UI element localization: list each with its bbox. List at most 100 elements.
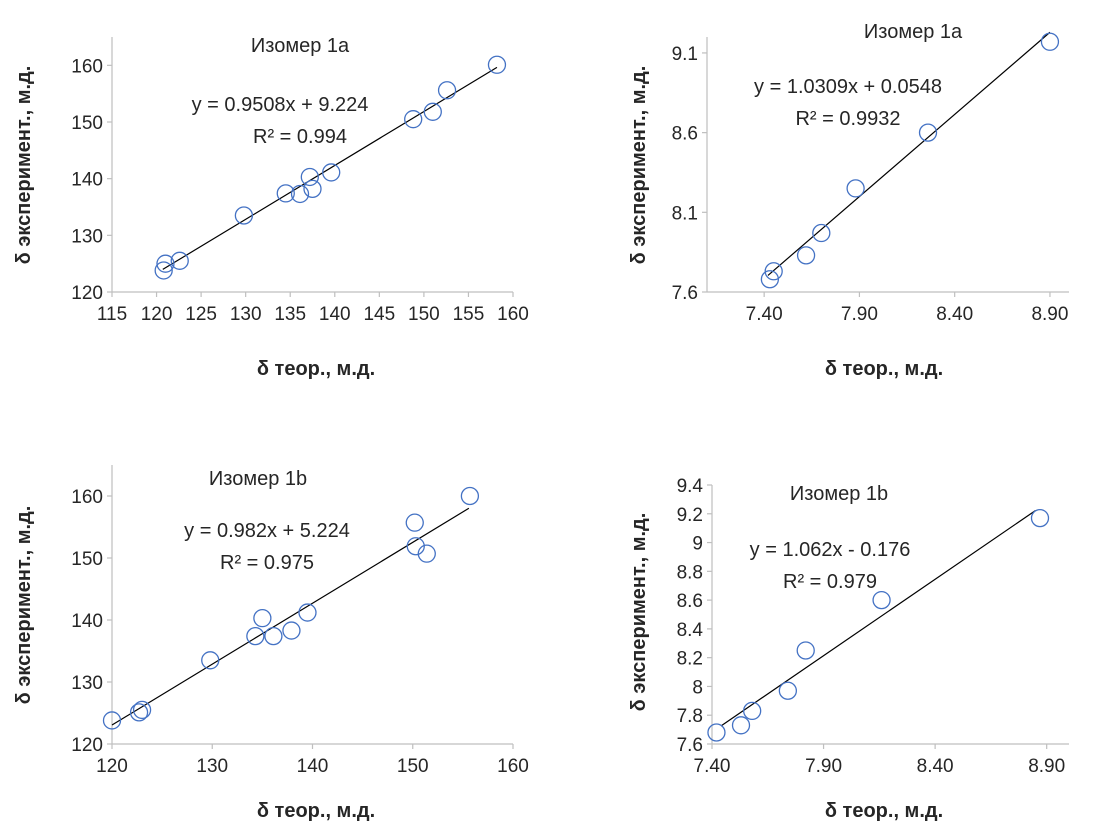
- chart-2-data-point: [760, 270, 780, 289]
- chart-4-r-squared: R² = 0.979: [783, 571, 877, 593]
- chart-2-y-tick-label: 9.1: [672, 44, 698, 65]
- chart-4-y-tick-label: 9: [692, 534, 703, 555]
- chart-4-y-tick-label: 9.4: [677, 476, 704, 497]
- chart-4-x-axis-title: δ теор., м.д.: [825, 800, 943, 822]
- chart-1-y-axis-title: δ эксперимент., м.д.: [13, 66, 35, 265]
- chart-1-y-tick-label: 130: [71, 226, 103, 247]
- chart-1-x-tick-label: 155: [453, 304, 485, 325]
- chart-2-data-point: [796, 246, 816, 265]
- chart-1-data-point: [487, 55, 507, 74]
- chart-3-y-tick-label: 160: [71, 487, 103, 508]
- chart-4-y-tick-label: 7.8: [677, 706, 703, 727]
- chart-2-title: Изомер 1a: [864, 21, 963, 43]
- chart-4-data-point: [1030, 508, 1050, 528]
- chart-3-data-point: [201, 651, 220, 670]
- chart-1-equation: y = 0.9508x + 9.224: [192, 94, 369, 116]
- chart-1-trendline: [162, 66, 498, 270]
- chart-1-x-tick-label: 130: [230, 304, 262, 325]
- chart-3-data-point: [298, 603, 317, 622]
- chart-4-x-tick-label: 7.90: [805, 756, 842, 777]
- chart-1-x-tick-label: 135: [274, 304, 306, 325]
- chart-4-y-tick-label: 9.2: [677, 505, 703, 526]
- chart-3-x-axis-title: δ теор., м.д.: [257, 800, 375, 822]
- chart-2-data-point: [812, 223, 831, 243]
- chart-3-data-point: [460, 486, 480, 506]
- chart-3-data-point: [282, 621, 301, 640]
- chart-4-y-axis-title: δ эксперимент., м.д.: [628, 513, 650, 712]
- chart-3-x-tick-label: 140: [297, 756, 329, 777]
- chart-2-x-tick-label: 8.90: [1031, 304, 1068, 325]
- chart-1-x-tick-label: 145: [363, 304, 395, 325]
- chart-4-y-tick-label: 8: [692, 677, 703, 698]
- chart-2-data-point: [846, 179, 865, 198]
- chart-3-y-tick-label: 120: [71, 735, 103, 756]
- chart-1-data-point: [437, 81, 457, 100]
- chart-4-data-point: [778, 681, 798, 700]
- chart-2-x-axis-title: δ теор., м.д.: [825, 358, 943, 380]
- chart-1-data-point: [154, 261, 173, 280]
- chart-3-data-point: [253, 608, 272, 628]
- chart-2-x-tick-label: 8.40: [936, 304, 973, 325]
- chart-1-x-tick-label: 125: [185, 304, 217, 325]
- chart-2-data-point: [1040, 32, 1060, 51]
- chart-3-y-tick-label: 150: [71, 549, 103, 570]
- chart-4-y-tick-label: 7.6: [677, 735, 703, 756]
- chart-3-y-tick-label: 130: [71, 673, 103, 694]
- chart-3-x-tick-label: 130: [196, 756, 228, 777]
- chart-1-data-point: [290, 184, 310, 204]
- chart-4-x-tick-label: 8.40: [917, 756, 954, 777]
- chart-4-y-tick-label: 8.4: [677, 620, 704, 641]
- chart-2-data-point: [764, 262, 783, 281]
- chart-1-data-point: [276, 184, 295, 203]
- chart-3-trendline: [111, 507, 470, 726]
- chart-1-x-tick-label: 140: [319, 304, 351, 325]
- chart-1-x-axis-title: δ теор., м.д.: [257, 358, 375, 380]
- chart-1-data-point: [303, 179, 322, 199]
- chart-2-y-tick-label: 8.1: [672, 203, 698, 224]
- chart-4-x-tick-label: 7.40: [694, 756, 731, 777]
- chart-2-x-tick-label: 7.40: [746, 304, 783, 325]
- chart-1-x-tick-label: 120: [141, 304, 173, 325]
- chart-4-x-tick-label: 8.90: [1028, 756, 1065, 777]
- chart-4-y-tick-label: 8.2: [677, 649, 703, 670]
- chart-1-title: Изомер 1a: [251, 35, 350, 57]
- chart-1-y-tick-label: 150: [71, 113, 103, 134]
- chart-1-y-tick-label: 120: [71, 283, 103, 304]
- chart-1-data-point: [322, 163, 341, 182]
- chart-2-r-squared: R² = 0.9932: [795, 108, 900, 130]
- chart-1-y-tick-label: 140: [71, 170, 103, 191]
- chart-3-data-point: [406, 537, 425, 556]
- chart-4-data-point: [731, 716, 751, 735]
- chart-4-trendline: [720, 510, 1036, 727]
- chart-3-x-tick-label: 160: [497, 756, 529, 777]
- chart-2-x-tick-label: 7.90: [841, 304, 878, 325]
- chart-1-x-tick-label: 150: [408, 304, 440, 325]
- chart-1-y-tick-label: 160: [71, 56, 103, 77]
- chart-4-data-point: [796, 641, 815, 660]
- chart-3-data-point: [264, 626, 283, 646]
- chart-4-data-point: [743, 701, 762, 721]
- chart-3-data-point: [417, 544, 436, 563]
- chart-3-y-tick-label: 140: [71, 611, 103, 632]
- chart-2-equation: y = 1.0309x + 0.0548: [754, 76, 942, 98]
- chart-2-data-point: [918, 123, 938, 142]
- chart-3-title: Изомер 1b: [209, 468, 307, 490]
- chart-3-data-point: [246, 626, 265, 646]
- chart-3-data-point: [132, 700, 152, 720]
- chart-1-data-point: [404, 110, 423, 129]
- chart-1-data-point: [423, 102, 442, 121]
- chart-2-trendline: [767, 31, 1051, 276]
- chart-4-equation: y = 1.062x - 0.176: [750, 539, 911, 561]
- chart-1-data-point: [170, 251, 189, 270]
- chart-2-y-tick-label: 7.6: [672, 283, 698, 304]
- chart-3-data-point: [129, 703, 149, 722]
- chart-3-data-point: [405, 513, 424, 532]
- chart-1-data-point: [234, 206, 254, 225]
- chart-1-data-point: [156, 254, 175, 273]
- chart-3-equation: y = 0.982x + 5.224: [184, 520, 350, 542]
- chart-3-data-point: [102, 711, 122, 730]
- chart-2-y-tick-label: 8.6: [672, 124, 698, 145]
- chart-3-x-tick-label: 150: [397, 756, 429, 777]
- chart-1-data-point: [300, 167, 319, 187]
